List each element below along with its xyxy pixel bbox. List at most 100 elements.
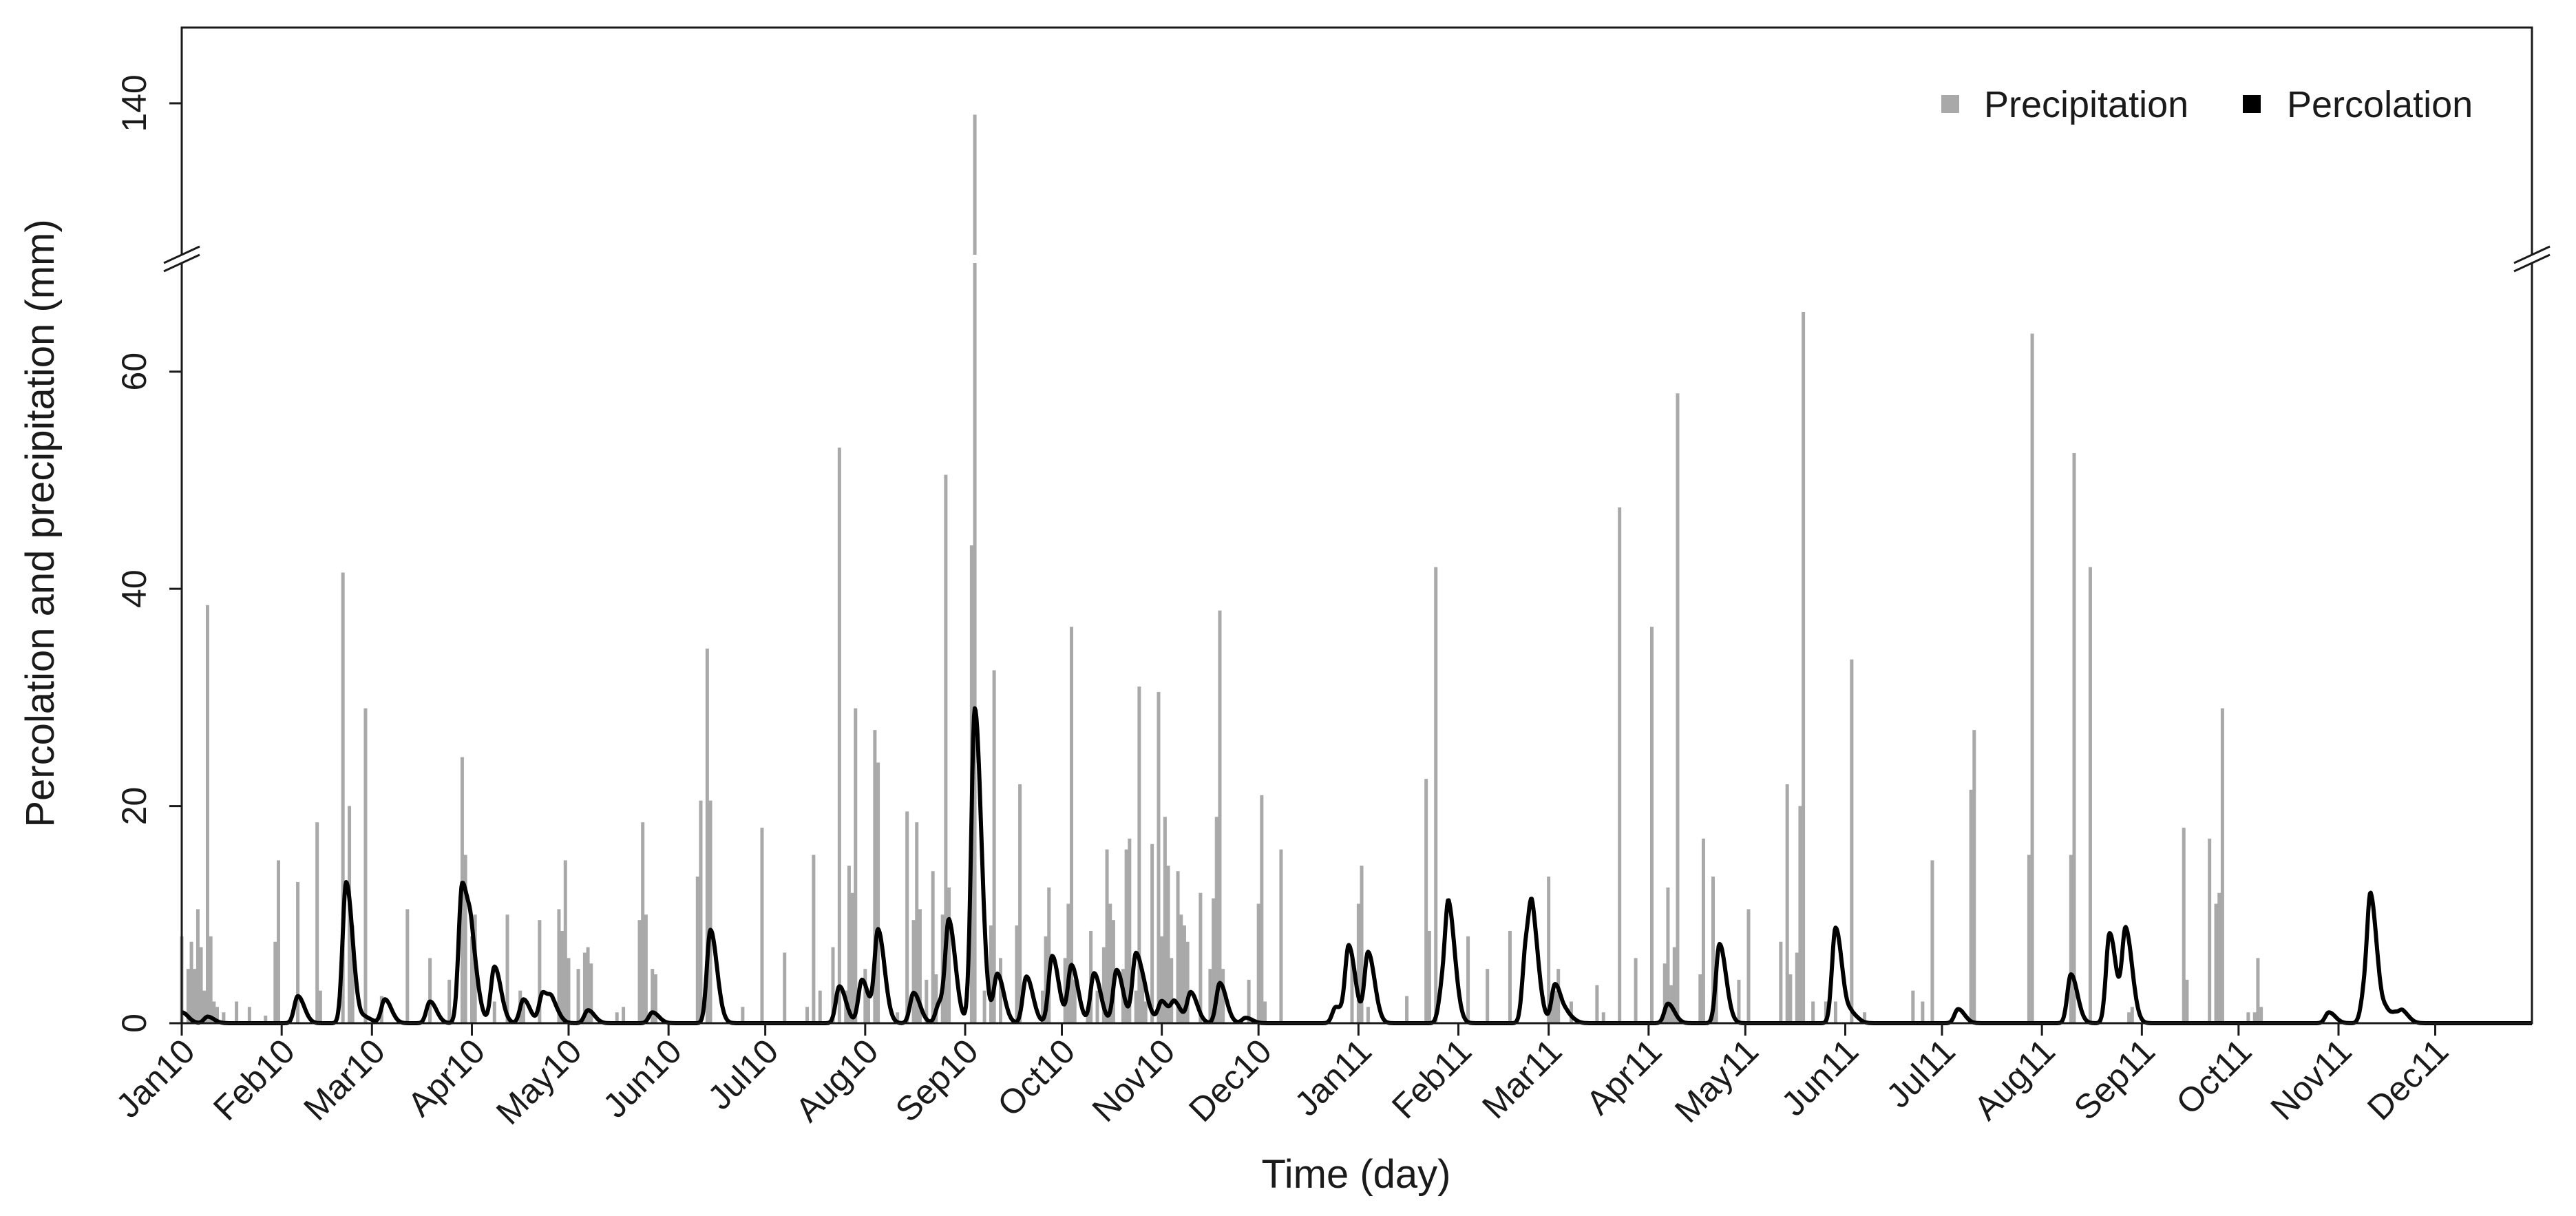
precipitation-bar [1798,806,1802,1023]
precipitation-bar [2130,1007,2134,1023]
precipitation-bar [2246,1012,2250,1023]
precipitation-bar [2072,453,2076,1023]
precipitation-bar [918,909,922,1023]
precipitation-bar [783,952,787,1023]
precipitation-bar [653,974,657,1023]
precipitation-bar [1263,1001,1267,1023]
precipitation-bar [589,963,593,1023]
legend-percolation-label: Percolation [2287,84,2473,125]
precipitation-bar [1405,996,1409,1023]
percolation-series-line [180,706,2533,1025]
precipitation-bar [212,1001,216,1023]
precipitation-bar [1350,958,1354,1023]
precipitation-bar [944,474,948,1023]
precipitation-bar [196,909,200,1023]
precipitation-bar [469,936,474,1023]
precipitation-bar [1166,866,1170,1023]
legend-percolation-swatch [2243,95,2261,113]
precipitation-bar [1618,507,1622,1023]
precipitation-bar [1547,877,1551,1023]
precipitation-bar [2069,855,2073,1023]
precipitation-bar [1833,1001,1837,1023]
precipitation-bar [1595,985,1599,1023]
x-tick-label: Oct10 [990,1031,1082,1124]
y-tick-label: 40 [115,569,154,608]
precipitation-bar [1256,903,1260,1023]
precipitation-bar [1141,969,1145,1023]
precipitation-bar [1185,941,1190,1023]
precipitation-bar [193,969,197,1023]
precipitation-bar [2252,1012,2257,1023]
precipitation-bar [1360,866,1364,1023]
precipitation-bar [2088,567,2092,1023]
precipitation-bar [235,1001,239,1023]
precipitation-bar [905,811,909,1023]
precipitation-bar [699,800,703,1023]
plot-frame-upper [180,26,2533,255]
precipitation-bar [463,855,467,1023]
precipitation-bar [695,877,699,1023]
precipitation-bar [350,925,355,1023]
precipitation-bar [1150,843,1154,1023]
precipitation-bar [538,920,542,1023]
x-tick-label: Jul10 [700,1031,785,1117]
y-tick-label: 0 [115,1014,154,1033]
precipitation-bar [651,969,655,1023]
x-tick-label: Dec11 [2360,1031,2456,1127]
precipitation-bar [557,909,561,1023]
x-tick-label: Aug11 [1967,1031,2062,1127]
precipitation-bar [831,947,835,1023]
precipitation-bar [615,1012,619,1023]
precipitation-bar [812,855,816,1023]
precipitation-bar [1921,1001,1925,1023]
x-tick-label: Mar11 [1475,1031,1569,1126]
precipitation-bar [586,947,590,1023]
axis-break-mark [2513,245,2551,264]
precipitation-bar [1911,990,1915,1023]
precipitation-bar [318,990,322,1023]
precipitation-bar [934,974,938,1023]
precipitation-bar [215,1007,220,1023]
precipitation-bar [1047,887,1051,1023]
x-tick-label: Sep10 [888,1031,986,1129]
precipitation-bar [296,881,300,1023]
precipitation-bar [622,1007,626,1023]
precipitation-bar [637,920,642,1023]
precipitation-bar [1553,990,1557,1023]
precipitation-bar [1247,979,1251,1023]
precipitation-bar [1788,974,1793,1023]
precipitation-bar [1260,795,1264,1023]
precipitation-bar [1101,947,1106,1023]
precipitation-bar [582,952,587,1023]
axis-break-marks [163,245,2551,273]
precipitation-bar [202,990,207,1023]
precipitation-bar [1134,990,1138,1023]
precipitation-bar [2027,855,2031,1023]
precipitation-bar [1969,789,1973,1023]
x-tick-label: Feb10 [206,1031,302,1128]
precipitation-bar [1218,610,1222,1023]
plot-frame-lower [180,263,2533,1025]
precipitation-bar [1063,958,1067,1023]
precipitation-bar [1802,311,1806,1023]
y-tick-label: 20 [115,787,154,826]
precipitation-bar [847,866,851,1023]
precipitation-bar [1824,1001,1828,1023]
precipitation-bar [1795,952,1799,1023]
y-axis-title: Percolation and precipitation (mm) [18,219,63,827]
x-tick-label: Dec10 [1181,1031,1279,1129]
precipitation-bar [2185,979,2189,1023]
precipitation-bar [982,990,986,1023]
precipitation-bar [1850,659,1854,1023]
precipitation-bar [1466,936,1470,1023]
precipitation-bar [2127,1012,2131,1023]
x-tick-label: Jan11 [1287,1031,1379,1123]
precipitation-bar [931,871,935,1023]
precipitation-bar [973,263,977,1023]
precipitation-bar [1212,898,1216,1023]
legend-precipitation-label: Precipitation [1984,84,2188,125]
axis-break-mark [163,245,200,264]
precipitation-bar [947,887,951,1023]
